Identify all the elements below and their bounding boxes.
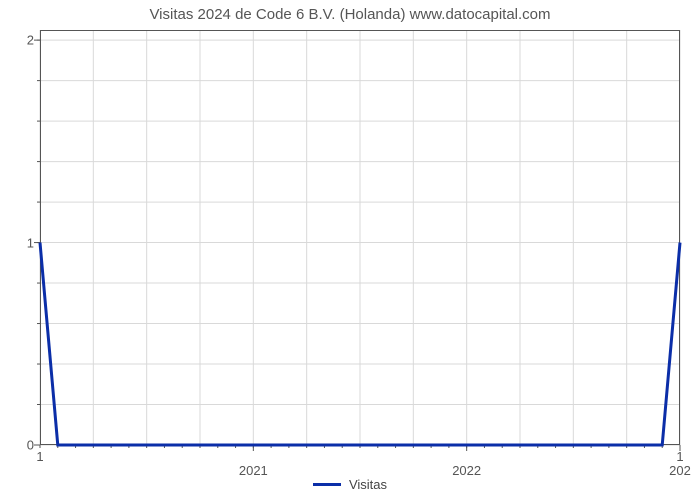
plot-svg bbox=[40, 30, 680, 445]
y-tick-label: 1 bbox=[4, 235, 34, 250]
plot-area bbox=[40, 30, 680, 445]
x-major-label: 2021 bbox=[239, 463, 268, 478]
chart-title: Visitas 2024 de Code 6 B.V. (Holanda) ww… bbox=[0, 6, 700, 23]
y-tick-label: 2 bbox=[4, 33, 34, 48]
legend: Visitas bbox=[0, 477, 700, 492]
x-major-label: 2022 bbox=[452, 463, 481, 478]
x-endpoint-label: 1 bbox=[676, 449, 683, 464]
x-major-label: 202 bbox=[669, 463, 691, 478]
legend-label: Visitas bbox=[349, 477, 387, 492]
y-tick-label: 0 bbox=[4, 438, 34, 453]
chart-root: Visitas 2024 de Code 6 B.V. (Holanda) ww… bbox=[0, 0, 700, 500]
legend-swatch bbox=[313, 483, 341, 486]
x-endpoint-label: 1 bbox=[36, 449, 43, 464]
